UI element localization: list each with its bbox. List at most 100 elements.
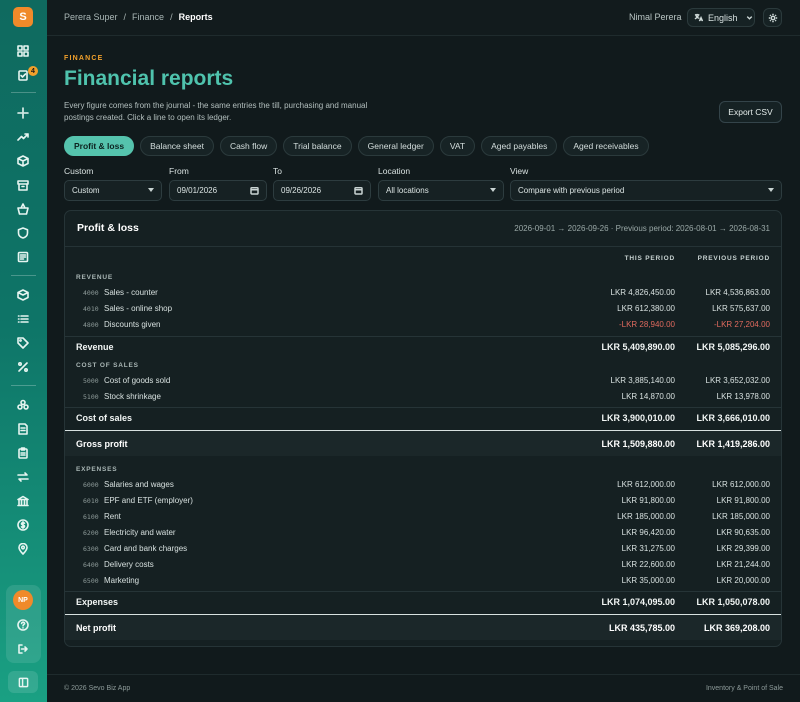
table-row[interactable]: 6100 Rent LKR 185,000.00 LKR 185,000.00 [65,510,781,526]
avatar[interactable]: NP [13,590,33,610]
this-period-value: LKR 22,600.00 [621,560,675,569]
previous-period-value: LKR 5,085,296.00 [696,342,770,352]
previous-period-value: LKR 3,652,032.00 [705,376,771,385]
trending-icon[interactable] [15,129,31,145]
table-row[interactable]: 4800 Discounts given -LKR 28,940.00 -LKR… [65,318,781,334]
account-label: Stock shrinkage [104,392,161,401]
this-period-value: LKR 1,509,880.00 [601,439,675,449]
account-code: 6200 [83,529,99,537]
export-csv-button[interactable]: Export CSV [719,101,782,123]
report-card: Profit & loss 2026-09-01 → 2026-09-26 · … [64,210,782,647]
this-period-value: LKR 185,000.00 [617,512,675,521]
period-select[interactable]: Custom [64,180,162,201]
tab-aged-payables[interactable]: Aged payables [481,136,558,156]
table-row[interactable]: 5100 Stock shrinkage LKR 14,870.00 LKR 1… [65,390,781,406]
archive-icon[interactable] [15,177,31,193]
box-icon[interactable] [15,153,31,169]
calendar-icon[interactable] [354,186,363,195]
account-code: 4010 [83,305,99,313]
from-label: From [169,166,189,176]
report-title: Profit & loss [77,222,139,234]
calendar-icon[interactable] [250,186,259,195]
dollar-icon[interactable] [15,517,31,533]
view-select[interactable]: Compare with previous period [510,180,782,201]
tasks-icon[interactable] [15,67,31,83]
sidebar-divider [11,92,36,93]
tab-balance-sheet[interactable]: Balance sheet [140,136,214,156]
table-row[interactable]: 6500 Marketing LKR 35,000.00 LKR 20,000.… [65,574,781,590]
translate-icon [694,13,703,22]
this-period-value: LKR 5,409,890.00 [601,342,675,352]
table-row[interactable]: 6400 Delivery costs LKR 22,600.00 LKR 21… [65,558,781,574]
page-description: Every figure comes from the journal - th… [64,101,368,122]
package-icon[interactable] [15,287,31,303]
table-row[interactable]: 6000 Salaries and wages LKR 612,000.00 L… [65,478,781,494]
to-date-input[interactable]: 09/26/2026 [273,180,371,201]
chevron-down-icon [148,188,154,192]
location-select[interactable]: All locations [378,180,504,201]
tab-cash-flow[interactable]: Cash flow [219,136,278,156]
shield-icon[interactable] [15,225,31,241]
bank-icon[interactable] [15,493,31,509]
previous-period-value: LKR 575,637.00 [712,304,770,313]
app-logo[interactable]: S [13,7,33,27]
previous-period-value: LKR 1,050,078.00 [696,597,770,607]
location-value: All locations [386,186,429,195]
sidebar-collapse-button[interactable] [8,671,38,693]
table-row[interactable]: 6300 Card and bank charges LKR 31,275.00… [65,542,781,558]
location-icon[interactable] [15,541,31,557]
language-select[interactable]: English [687,8,755,27]
users-icon[interactable] [15,397,31,413]
previous-period-value: -LKR 27,204.00 [713,320,770,329]
account-code: 6500 [83,577,99,585]
percent-icon[interactable] [15,359,31,375]
transfer-icon[interactable] [15,469,31,485]
tab-vat[interactable]: VAT [439,136,476,156]
tab-aged-receivables[interactable]: Aged receivables [563,136,649,156]
ledger-icon[interactable] [15,421,31,437]
account-code: 5100 [83,393,99,401]
previous-period-value: LKR 91,800.00 [716,496,770,505]
this-period-value: LKR 35,000.00 [621,576,675,585]
from-date-input[interactable]: 09/01/2026 [169,180,267,201]
breadcrumb-item[interactable]: Finance [132,12,165,22]
help-icon[interactable] [15,617,31,633]
basket-icon[interactable] [15,201,31,217]
theme-toggle-button[interactable] [763,8,782,27]
logout-icon[interactable] [15,641,31,657]
total-row-net-profit: Net profit LKR 435,785.00 LKR 369,208.00 [65,614,781,640]
tab-trial-balance[interactable]: Trial balance [283,136,352,156]
table-row[interactable]: 4010 Sales - online shop LKR 612,380.00 … [65,302,781,318]
subtotal-label: Expenses [76,597,119,607]
previous-period-value: LKR 1,419,286.00 [696,439,770,449]
receipt-icon[interactable] [15,249,31,265]
table-row[interactable]: 5000 Cost of goods sold LKR 3,885,140.00… [65,374,781,390]
this-period-value: LKR 1,074,095.00 [601,597,675,607]
tag-icon[interactable] [15,335,31,351]
total-label: Gross profit [76,439,128,449]
tab-general-ledger[interactable]: General ledger [357,136,434,156]
this-period-value: LKR 14,870.00 [621,392,675,401]
section-heading-cost-of-sales: COST OF SALES [76,362,139,369]
table-row[interactable]: 6200 Electricity and water LKR 96,420.00… [65,526,781,542]
page-title: Financial reports [64,67,234,90]
clipboard-icon[interactable] [15,445,31,461]
tab-profit-loss[interactable]: Profit & loss [64,136,135,156]
subtotal-row-cost-of-sales: Cost of sales LKR 3,900,010.00 LKR 3,666… [65,407,781,427]
subtotal-row-expenses: Expenses LKR 1,074,095.00 LKR 1,050,078.… [65,591,781,611]
table-row[interactable]: 4000 Sales - counter LKR 4,826,450.00 LK… [65,286,781,302]
breadcrumb-item[interactable]: Perera Super [64,12,118,22]
previous-period-value: LKR 21,244.00 [716,560,770,569]
sidebar: S 4 NP [0,0,47,702]
table-row[interactable]: 6010 EPF and ETF (employer) LKR 91,800.0… [65,494,781,510]
sparkle-icon[interactable] [15,105,31,121]
account-label: Sales - counter [104,288,158,297]
account-label: Rent [104,512,121,521]
this-period-value: LKR 3,900,010.00 [601,413,675,423]
list-icon[interactable] [15,311,31,327]
previous-period-value: LKR 13,978.00 [716,392,770,401]
this-period-value: LKR 96,420.00 [621,528,675,537]
subtotal-label: Cost of sales [76,413,133,423]
dashboard-icon[interactable] [15,43,31,59]
account-label: EPF and ETF (employer) [104,496,193,505]
